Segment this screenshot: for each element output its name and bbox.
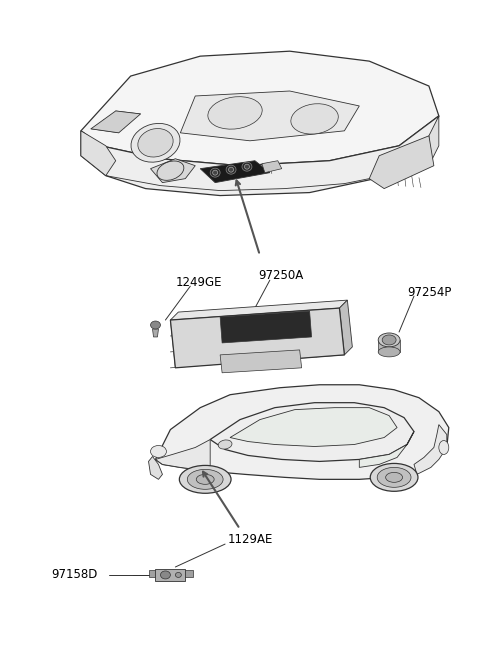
Polygon shape bbox=[81, 116, 439, 196]
Ellipse shape bbox=[377, 468, 411, 487]
Ellipse shape bbox=[218, 440, 232, 449]
Ellipse shape bbox=[196, 474, 214, 484]
Polygon shape bbox=[170, 308, 344, 368]
Ellipse shape bbox=[439, 441, 449, 455]
Text: 1129AE: 1129AE bbox=[228, 533, 274, 546]
Ellipse shape bbox=[151, 321, 160, 329]
Polygon shape bbox=[81, 51, 439, 166]
Ellipse shape bbox=[378, 347, 400, 357]
Ellipse shape bbox=[213, 170, 217, 175]
Text: 97158D: 97158D bbox=[51, 569, 97, 582]
Polygon shape bbox=[360, 432, 414, 468]
Polygon shape bbox=[180, 91, 360, 141]
Ellipse shape bbox=[151, 445, 167, 457]
Polygon shape bbox=[148, 457, 162, 479]
Text: 97254P: 97254P bbox=[407, 286, 451, 299]
Polygon shape bbox=[369, 136, 434, 189]
Polygon shape bbox=[220, 350, 301, 373]
Polygon shape bbox=[148, 570, 156, 577]
Text: 97250A: 97250A bbox=[258, 269, 303, 282]
Text: 1249GE: 1249GE bbox=[175, 276, 222, 289]
Polygon shape bbox=[378, 340, 400, 352]
Polygon shape bbox=[184, 570, 193, 577]
Ellipse shape bbox=[291, 103, 338, 134]
Polygon shape bbox=[156, 440, 210, 472]
Polygon shape bbox=[414, 424, 447, 474]
Polygon shape bbox=[220, 311, 312, 343]
Polygon shape bbox=[210, 403, 414, 461]
Ellipse shape bbox=[378, 333, 400, 347]
Ellipse shape bbox=[131, 123, 180, 162]
Polygon shape bbox=[262, 160, 282, 173]
Ellipse shape bbox=[208, 97, 262, 129]
Ellipse shape bbox=[210, 168, 220, 177]
Polygon shape bbox=[170, 300, 348, 320]
Polygon shape bbox=[429, 116, 439, 166]
Ellipse shape bbox=[180, 466, 231, 493]
Ellipse shape bbox=[160, 571, 170, 579]
Polygon shape bbox=[156, 569, 185, 581]
Polygon shape bbox=[153, 329, 158, 337]
Ellipse shape bbox=[175, 572, 181, 578]
Ellipse shape bbox=[242, 162, 252, 171]
Polygon shape bbox=[151, 159, 195, 183]
Polygon shape bbox=[91, 111, 141, 133]
Ellipse shape bbox=[385, 472, 403, 482]
Ellipse shape bbox=[138, 128, 173, 157]
Ellipse shape bbox=[370, 464, 418, 491]
Polygon shape bbox=[200, 160, 270, 183]
Ellipse shape bbox=[244, 164, 250, 169]
Polygon shape bbox=[156, 384, 449, 479]
Ellipse shape bbox=[226, 165, 236, 174]
Ellipse shape bbox=[228, 167, 234, 172]
Polygon shape bbox=[230, 407, 397, 447]
Polygon shape bbox=[81, 131, 116, 176]
Ellipse shape bbox=[187, 470, 223, 489]
Polygon shape bbox=[339, 300, 352, 355]
Ellipse shape bbox=[382, 335, 396, 345]
